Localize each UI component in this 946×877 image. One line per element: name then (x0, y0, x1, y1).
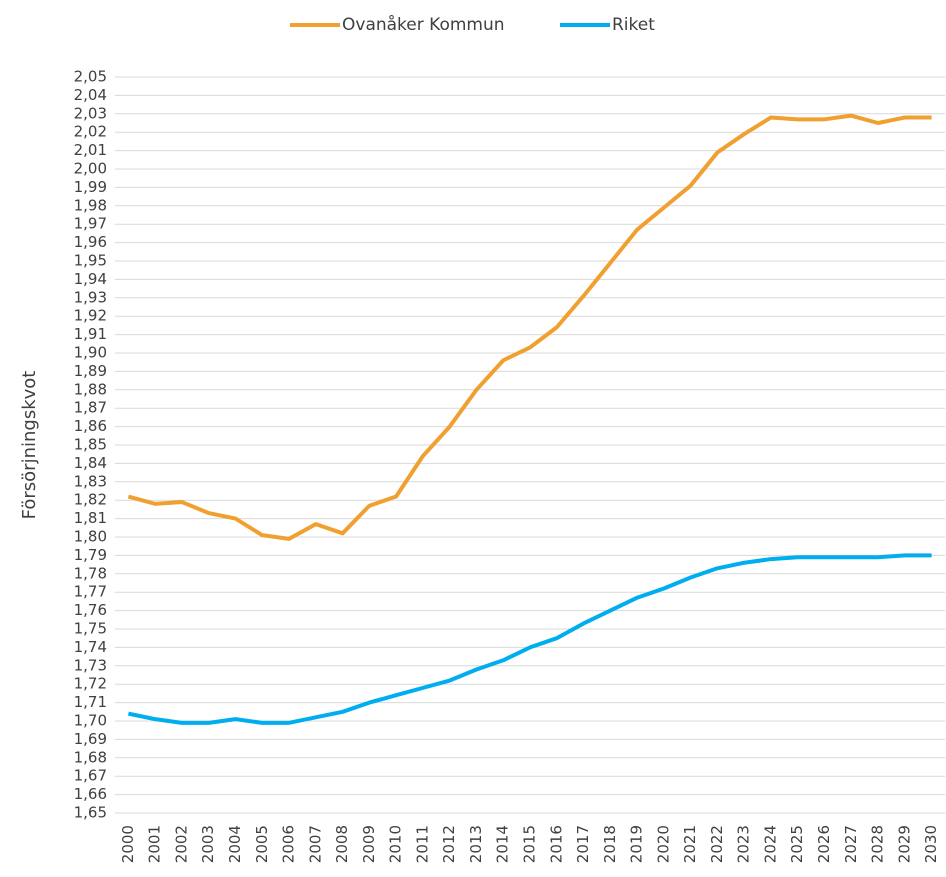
line-series (127, 113, 932, 541)
x-tick-label: 2023 (735, 825, 753, 863)
y-tick-label: 1,94 (74, 270, 107, 288)
y-tick-label: 1,75 (74, 620, 107, 638)
x-tick-label: 2028 (869, 825, 887, 863)
y-tick-label: 2,04 (74, 86, 107, 104)
y-tick-label: 1,77 (74, 583, 107, 601)
y-tick-label: 2,03 (74, 104, 107, 122)
y-tick-label: 1,96 (74, 233, 107, 251)
y-tick-label: 2,05 (74, 68, 107, 86)
y-tick-label: 1,85 (74, 436, 107, 454)
y-tick-label: 1,95 (74, 252, 107, 270)
legend-label: Ovanåker Kommun (342, 14, 505, 35)
x-tick-label: 2015 (521, 825, 539, 863)
x-tick-label: 2025 (788, 825, 806, 863)
x-tick-label: 2021 (681, 825, 699, 863)
x-tick-label: 2003 (199, 825, 217, 863)
y-tick-label: 1,80 (74, 528, 107, 546)
x-tick-label: 2022 (708, 825, 726, 863)
y-tick-label: 1,81 (74, 509, 107, 527)
y-tick-label: 1,99 (74, 178, 107, 196)
x-tick-label: 2027 (842, 825, 860, 863)
x-tick-label: 2001 (146, 825, 164, 863)
y-tick-label: 1,78 (74, 564, 107, 582)
x-tick-label: 2002 (172, 825, 190, 863)
x-tick-label: 2019 (628, 825, 646, 863)
y-tick-label: 1,92 (74, 307, 107, 325)
x-tick-label: 2029 (895, 825, 913, 863)
x-tick-label: 2006 (280, 825, 298, 863)
x-tick-label: 2018 (601, 825, 619, 863)
x-tick-label: 2020 (654, 825, 672, 863)
x-tick-label: 2017 (574, 825, 592, 863)
y-tick-label: 1,98 (74, 196, 107, 214)
y-tick-label: 1,65 (74, 804, 107, 822)
x-tick-label: 2013 (467, 825, 485, 863)
y-tick-label: 1,86 (74, 417, 107, 435)
x-tick-label: 2010 (387, 825, 405, 863)
y-tick-label: 1,68 (74, 748, 107, 766)
y-tick-label: 1,69 (74, 730, 107, 748)
x-tick-label: 2004 (226, 825, 244, 863)
x-tick-label: 2008 (333, 825, 351, 863)
x-tick-label: 2000 (119, 825, 137, 863)
y-tick-label: 1,71 (74, 693, 107, 711)
y-tick-label: 2,02 (74, 123, 107, 141)
x-tick-label: 2024 (761, 825, 779, 863)
line-series (127, 553, 932, 725)
y-tick-label: 1,73 (74, 656, 107, 674)
y-tick-label: 1,87 (74, 399, 107, 417)
y-tick-label: 1,91 (74, 325, 107, 343)
x-tick-label: 2011 (413, 825, 431, 863)
x-tick-label: 2016 (547, 825, 565, 863)
x-tick-label: 2005 (253, 825, 271, 863)
x-tick-label: 2014 (494, 825, 512, 863)
y-tick-label: 1,79 (74, 546, 107, 564)
y-tick-label: 2,01 (74, 141, 107, 159)
y-tick-label: 1,70 (74, 712, 107, 730)
y-tick-label: 1,66 (74, 785, 107, 803)
x-tick-label: 2007 (306, 825, 324, 863)
y-tick-label: 1,76 (74, 601, 107, 619)
x-tick-label: 2012 (440, 825, 458, 863)
y-axis-label: Försörjningskvot (19, 371, 40, 520)
x-tick-label: 2030 (922, 825, 940, 863)
y-tick-label: 1,90 (74, 344, 107, 362)
x-tick-label: 2009 (360, 825, 378, 863)
y-tick-label: 2,00 (74, 160, 107, 178)
y-tick-label: 1,82 (74, 491, 107, 509)
y-tick-label: 1,93 (74, 288, 107, 306)
y-tick-label: 1,89 (74, 362, 107, 380)
y-tick-label: 1,88 (74, 380, 107, 398)
y-tick-label: 1,84 (74, 454, 107, 472)
y-tick-label: 1,83 (74, 472, 107, 490)
x-tick-label: 2026 (815, 825, 833, 863)
y-tick-label: 1,97 (74, 215, 107, 233)
y-tick-label: 1,74 (74, 638, 107, 656)
y-tick-label: 1,72 (74, 675, 107, 693)
legend-label: Riket (612, 15, 655, 35)
y-tick-label: 1,67 (74, 767, 107, 785)
